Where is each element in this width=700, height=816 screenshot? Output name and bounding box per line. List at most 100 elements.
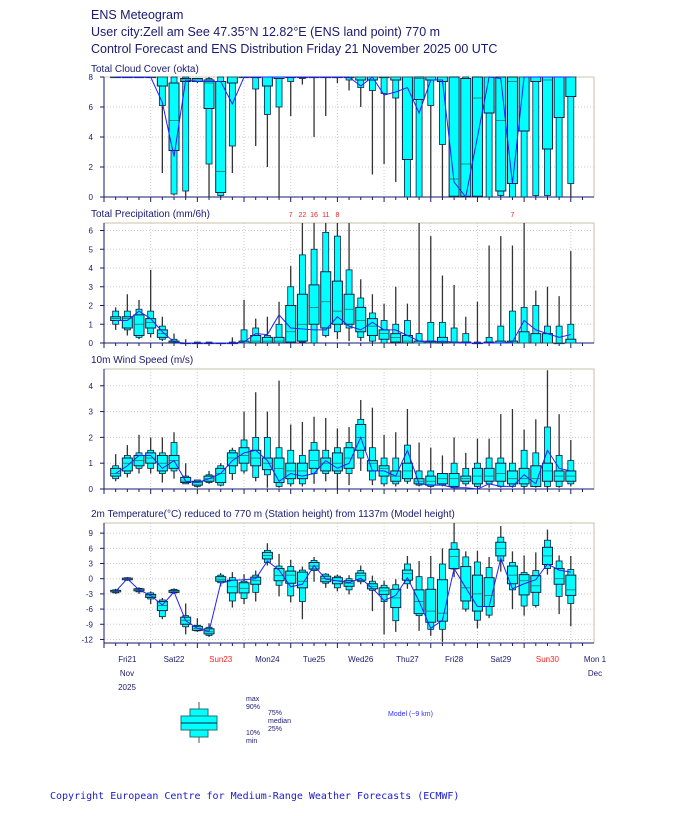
legend-p25-label: 25% xyxy=(268,726,283,733)
box-step-38 xyxy=(553,414,565,488)
box-step-25 xyxy=(401,303,413,344)
p10-p90-box xyxy=(228,76,236,147)
box-step-19 xyxy=(331,428,343,489)
month-label-end: Dec xyxy=(588,669,602,678)
box-step-36 xyxy=(530,419,542,488)
box-step-37 xyxy=(541,370,553,489)
p25-p75-box xyxy=(238,582,250,594)
box-step-37 xyxy=(541,76,553,197)
box-step-26 xyxy=(413,442,425,487)
p25-p75-box xyxy=(390,588,402,609)
box-step-12 xyxy=(250,392,262,482)
box-step-4 xyxy=(156,76,168,173)
box-step-20 xyxy=(343,427,355,486)
legend-min-label: min xyxy=(246,738,258,745)
y-tick-label: 0 xyxy=(89,575,94,584)
p25-p75-box xyxy=(436,336,448,344)
y-tick-label: 2 xyxy=(89,302,94,311)
p25-p75-box xyxy=(133,314,145,336)
precip-panel-title: Total Precipitation (mm/6h) xyxy=(91,209,210,220)
box-step-38 xyxy=(553,555,565,615)
day-label: Mon24 xyxy=(255,655,280,664)
day-label: Sun30 xyxy=(536,655,560,664)
legend-median-label: median xyxy=(268,718,291,725)
p25-p75-box xyxy=(355,76,367,81)
box-step-15 xyxy=(285,424,297,487)
box-step-25 xyxy=(401,555,413,589)
legend-p90-label: 90% xyxy=(246,704,261,711)
p25-p75-box xyxy=(180,476,192,484)
p25-p75-box xyxy=(495,76,507,192)
p25-p75-box xyxy=(110,467,122,477)
p25-p75-box xyxy=(483,467,495,482)
overflow-max-label: 7 xyxy=(289,212,293,219)
box-step-4 xyxy=(156,597,168,620)
box-step-20 xyxy=(343,223,355,342)
p25-p75-box xyxy=(518,467,530,485)
y-tick-label: -6 xyxy=(86,605,94,614)
forecast-subtitle: Control Forecast and ENS Distribution Fr… xyxy=(91,42,498,56)
p25-p75-box xyxy=(530,76,542,82)
p10-p90-box xyxy=(497,325,505,344)
day-label: Wed26 xyxy=(348,655,374,664)
p25-p75-box xyxy=(296,293,308,342)
legend-p10-min: 10% min xyxy=(246,730,260,746)
p25-p75-box xyxy=(156,600,168,612)
box-step-8 xyxy=(203,77,215,197)
box-step-28 xyxy=(436,548,448,642)
box-step-9 xyxy=(215,463,227,487)
p25-p75-box xyxy=(273,568,285,582)
box-step-11 xyxy=(238,574,250,605)
p25-p75-box xyxy=(156,76,168,87)
control-forecast-line xyxy=(115,556,571,632)
panel-2: 0 1 2 3 4 xyxy=(89,368,595,494)
day-label: Sat29 xyxy=(490,655,511,664)
y-tick-label: 3 xyxy=(89,560,94,569)
box-step-23 xyxy=(378,580,390,635)
p25-p75-box xyxy=(226,452,238,467)
panel-1: 0 1 2 3 4 5 6 7 22 16 11 8 7 xyxy=(89,212,595,348)
box-step-4 xyxy=(156,437,168,483)
p25-p75-box xyxy=(448,548,460,570)
p25-p75-box xyxy=(320,271,332,329)
p25-p75-box xyxy=(121,457,133,472)
legend-max-label: max xyxy=(246,696,260,703)
p25-p75-box xyxy=(553,568,565,585)
p25-p75-box xyxy=(436,579,448,622)
box-step-35 xyxy=(518,429,530,489)
box-step-25 xyxy=(401,76,413,198)
cloud-panel-title: Total Cloud Cover (okta) xyxy=(91,64,199,75)
copyright-notice: Copyright European Centre for Medium-Ran… xyxy=(50,791,460,802)
p25-p75-box xyxy=(355,306,367,333)
p25-p75-box xyxy=(565,574,577,596)
box-step-32 xyxy=(483,438,495,488)
box-step-39 xyxy=(565,251,577,344)
box-step-10 xyxy=(226,76,238,173)
p25-p75-box xyxy=(460,566,472,602)
p25-p75-box xyxy=(425,588,437,623)
y-tick-label: 3 xyxy=(89,408,94,417)
y-tick-label: -12 xyxy=(81,635,93,644)
day-label: Fri21 xyxy=(118,655,137,664)
box-step-14 xyxy=(273,301,285,344)
location-line: User city:Zell am See 47.35°N 12.82°E (E… xyxy=(91,25,441,39)
box-step-30 xyxy=(460,452,472,487)
control-forecast-line xyxy=(115,436,571,490)
p10-p90-box xyxy=(532,76,540,196)
box-step-33 xyxy=(495,526,507,572)
control-forecast-line xyxy=(115,76,571,199)
p25-p75-box xyxy=(553,76,565,118)
box-step-33 xyxy=(495,76,507,197)
p25-p75-box xyxy=(308,284,320,325)
y-tick-label: 0 xyxy=(89,339,94,348)
p10-p90-box xyxy=(544,426,551,487)
box-step-36 xyxy=(530,290,542,344)
box-step-22 xyxy=(366,294,378,343)
p10-p90-box xyxy=(450,327,458,344)
box-step-33 xyxy=(495,414,507,488)
legend-middle: 75% median 25% xyxy=(268,710,291,734)
y-tick-label: 9 xyxy=(89,529,94,538)
box-step-27 xyxy=(425,76,437,197)
box-step-14 xyxy=(273,553,285,597)
